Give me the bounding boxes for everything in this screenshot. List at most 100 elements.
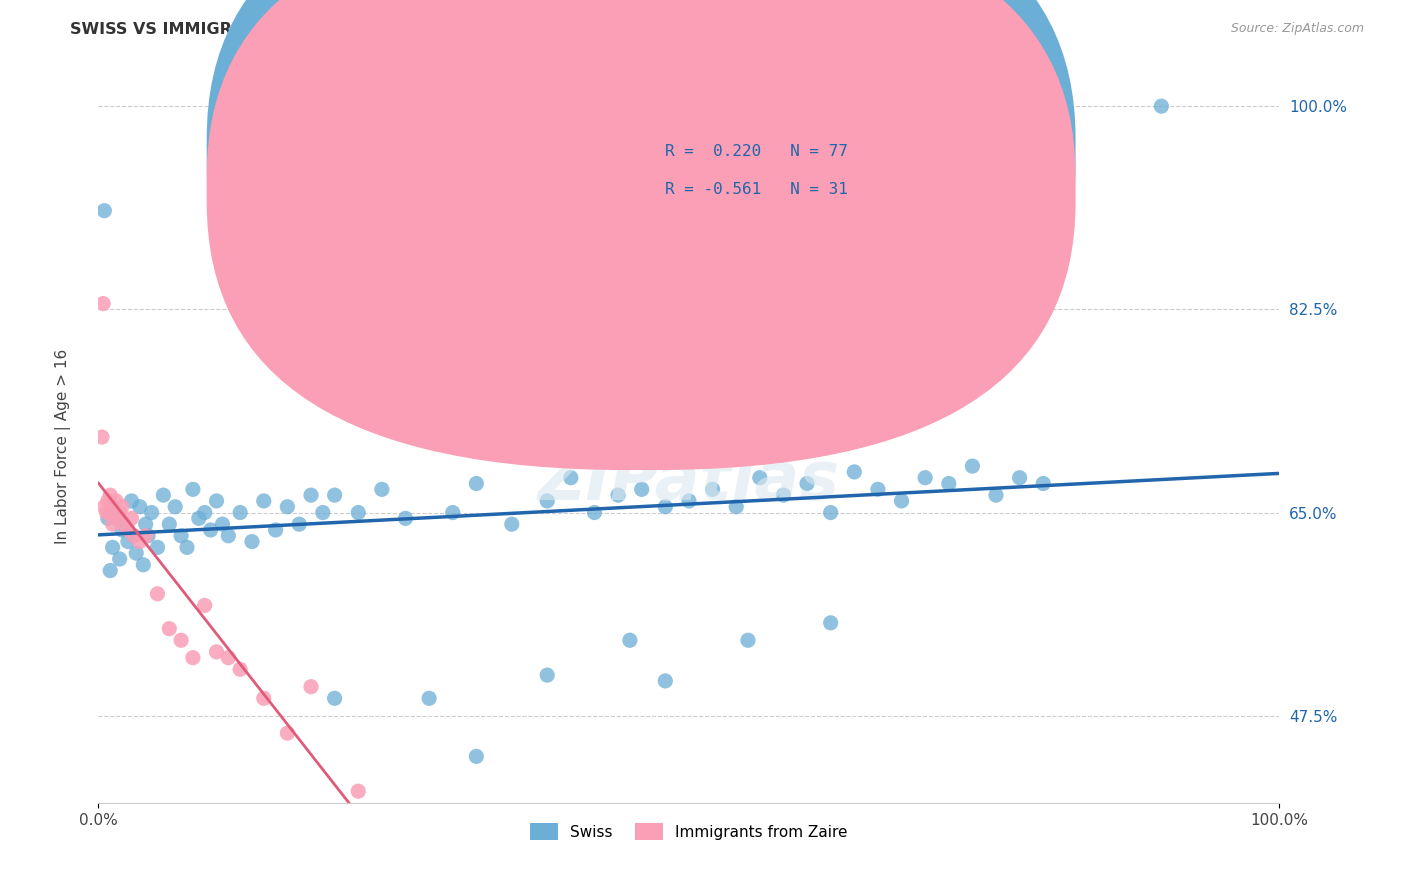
Point [128,500,150,514]
Point [382,337,405,351]
Point [465,749,488,764]
Point [111,523,134,537]
Point [132,558,155,572]
Point [135,517,157,532]
Point [112,517,135,532]
Point [276,500,298,514]
Point [347,784,370,798]
Point [105,506,128,520]
Point [820,506,842,520]
Point [1008,471,1031,485]
Point [465,476,488,491]
Point [200,523,222,537]
Point [170,633,193,648]
Point [101,500,124,514]
Point [725,500,748,514]
Point [240,534,263,549]
Point [607,488,630,502]
Point [737,633,759,648]
Point [136,529,159,543]
Point [121,494,143,508]
Point [111,500,134,514]
Point [97,511,120,525]
Point [347,506,370,520]
Point [93,203,115,218]
Point [146,587,169,601]
Point [194,506,217,520]
Point [91,430,114,444]
Point [501,517,523,532]
Point [157,622,180,636]
Point [181,483,204,497]
Point [165,500,187,514]
Point [418,691,440,706]
Point [176,541,198,555]
Point [98,506,121,520]
Point [299,680,322,694]
Point [117,523,139,537]
Point [984,488,1007,502]
Point [371,483,394,497]
Point [560,471,582,485]
Point [583,506,606,520]
Point [187,511,209,525]
Point [796,476,818,491]
Point [229,506,252,520]
Point [217,650,239,665]
Point [323,691,346,706]
Point [217,529,239,543]
Point [748,471,770,485]
Text: In Labor Force | Age > 16: In Labor Force | Age > 16 [55,349,72,543]
Point [890,494,912,508]
Point [866,483,889,497]
Point [654,673,676,688]
Point [98,488,121,502]
Text: SWISS VS IMMIGRANTS FROM ZAIRE IN LABOR FORCE | AGE > 16 CORRELATION CHART: SWISS VS IMMIGRANTS FROM ZAIRE IN LABOR … [70,22,852,38]
Point [122,529,145,543]
Point [121,511,143,525]
Point [288,517,311,532]
Point [141,506,163,520]
Point [112,517,135,532]
Point [108,552,131,566]
Point [125,546,148,560]
Point [146,541,169,555]
Legend: Swiss, Immigrants from Zaire: Swiss, Immigrants from Zaire [524,816,853,847]
Point [962,459,984,474]
Point [844,465,866,479]
Point [536,668,558,682]
Text: ZIPatlas: ZIPatlas [538,448,839,514]
Point [91,296,114,310]
Point [394,511,416,525]
Point [820,615,842,630]
Point [264,523,287,537]
Point [194,599,217,613]
Point [276,726,298,740]
Point [211,517,233,532]
Point [97,494,120,508]
Point [135,529,157,543]
Point [229,662,252,676]
Point [205,645,228,659]
Text: R =  0.220   N = 77: R = 0.220 N = 77 [665,145,848,159]
Text: R = -0.561   N = 31: R = -0.561 N = 31 [665,182,848,196]
Point [205,494,228,508]
Point [105,511,128,525]
Point [101,517,124,532]
Point [678,494,700,508]
Point [1150,99,1173,113]
Text: Source: ZipAtlas.com: Source: ZipAtlas.com [1230,22,1364,36]
Point [1032,476,1054,491]
Point [630,483,652,497]
Point [312,506,335,520]
Point [772,488,794,502]
Point [170,529,193,543]
Point [157,517,180,532]
Point [181,650,204,665]
Point [98,564,121,578]
Point [914,471,936,485]
Point [128,534,150,549]
Point [152,488,174,502]
Point [619,633,641,648]
Point [654,500,676,514]
